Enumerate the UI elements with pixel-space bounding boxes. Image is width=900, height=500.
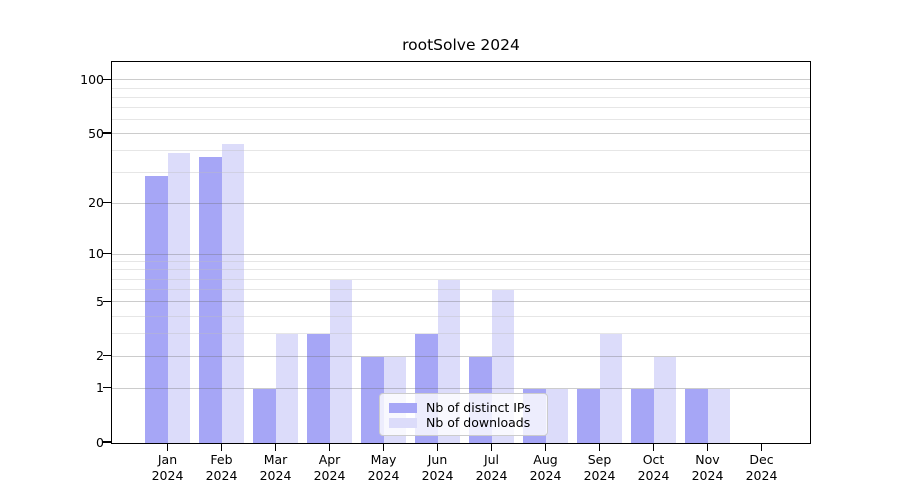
bar-nb-of-downloads-apr xyxy=(329,279,352,443)
y-axis-tick xyxy=(103,252,111,255)
y-axis-label: 2 xyxy=(96,348,104,364)
x-axis-tick xyxy=(490,443,493,451)
x-axis-label-may: May 2024 xyxy=(367,452,400,483)
x-axis-label-apr: Apr 2024 xyxy=(313,452,346,483)
bar-nb-of-downloads-jan xyxy=(167,153,190,443)
y-axis-tick xyxy=(103,300,111,302)
minor-gridline xyxy=(112,118,810,120)
plot-area: 100 50 20 10 5 2 1 0 Jan 2024 Feb 2024 Mar 2024 Apr… xyxy=(80,61,811,483)
bar-nb-of-distinct-ips-jan xyxy=(145,175,168,443)
y-axis-tick xyxy=(103,78,111,81)
major-gridline xyxy=(112,387,810,389)
y-axis-label: 100 xyxy=(80,71,104,87)
bar-nb-of-downloads-nov xyxy=(707,388,730,443)
y-axis-tick xyxy=(103,354,111,357)
x-axis-tick xyxy=(652,443,655,451)
minor-gridline xyxy=(112,289,810,291)
bar-nb-of-distinct-ips-nov xyxy=(685,388,708,443)
y-axis-tick xyxy=(103,441,111,443)
bar-nb-of-distinct-ips-apr xyxy=(307,334,330,443)
bar-nb-of-downloads-oct xyxy=(653,356,676,443)
major-gridline xyxy=(112,301,810,303)
legend-label-distinct-ips: Nb of distinct IPs xyxy=(426,400,531,415)
x-axis-label-dec: Dec 2024 xyxy=(745,452,778,483)
bar-nb-of-downloads-feb xyxy=(221,143,244,443)
chart-title: rootSolve 2024 xyxy=(402,36,520,54)
y-axis-label: 5 xyxy=(96,293,104,309)
x-axis-tick xyxy=(382,443,385,451)
minor-gridline xyxy=(112,278,810,280)
x-axis-label-mar: Mar 2024 xyxy=(259,452,292,483)
bar-nb-of-distinct-ips-sep xyxy=(577,388,600,443)
x-axis-tick xyxy=(598,443,601,451)
legend-row-downloads: Nb of downloads xyxy=(389,415,538,430)
y-axis-label: 1 xyxy=(96,380,104,396)
y-axis-tick xyxy=(103,386,111,389)
major-gridline xyxy=(112,355,810,357)
x-axis-tick xyxy=(760,443,763,451)
x-axis-label-aug: Aug 2024 xyxy=(529,452,562,483)
minor-gridline xyxy=(112,87,810,89)
y-axis-label: 0 xyxy=(96,434,104,450)
x-axis-label-oct: Oct 2024 xyxy=(637,452,670,483)
x-axis-tick xyxy=(166,443,169,451)
x-axis-tick xyxy=(328,443,331,451)
y-axis-label: 20 xyxy=(88,195,104,211)
y-axis-tick xyxy=(103,132,111,134)
y-axis-label: 10 xyxy=(88,246,104,262)
x-axis-tick xyxy=(544,443,547,451)
minor-gridline xyxy=(112,150,810,152)
bar-nb-of-downloads-aug xyxy=(545,388,568,443)
bar-nb-of-downloads-sep xyxy=(599,334,622,443)
y-axis-tick xyxy=(103,202,111,204)
x-axis-tick xyxy=(706,443,709,451)
bar-nb-of-distinct-ips-oct xyxy=(631,388,654,443)
minor-gridline xyxy=(112,107,810,109)
bar-nb-of-distinct-ips-mar xyxy=(253,388,276,443)
major-gridline xyxy=(112,202,810,204)
minor-gridline xyxy=(112,333,810,335)
legend-swatch-distinct-ips xyxy=(389,402,417,413)
x-axis-label-feb: Feb 2024 xyxy=(205,452,238,483)
major-gridline xyxy=(112,133,810,135)
legend-swatch-downloads xyxy=(389,417,417,428)
x-axis-label-jan: Jan 2024 xyxy=(151,452,184,483)
y-axis-label: 50 xyxy=(88,125,104,141)
bar-nb-of-distinct-ips-may xyxy=(361,356,384,443)
x-axis-label-nov: Nov 2024 xyxy=(691,452,724,483)
bar-nb-of-distinct-ips-feb xyxy=(199,157,222,443)
legend: Nb of distinct IPs Nb of downloads xyxy=(379,393,548,436)
minor-gridline xyxy=(112,315,810,317)
legend-row-distinct-ips: Nb of distinct IPs xyxy=(389,400,538,415)
legend-label-downloads: Nb of downloads xyxy=(426,415,531,430)
major-gridline xyxy=(112,79,810,81)
minor-gridline xyxy=(112,172,810,174)
x-axis-label-jun: Jun 2024 xyxy=(421,452,454,483)
x-axis-label-sep: Sep 2024 xyxy=(583,452,616,483)
minor-gridline xyxy=(112,261,810,263)
minor-gridline xyxy=(112,269,810,271)
x-axis-tick xyxy=(436,443,439,451)
major-gridline xyxy=(112,253,810,255)
bar-nb-of-downloads-mar xyxy=(275,334,298,443)
minor-gridline xyxy=(112,96,810,98)
plot-canvas: 100 50 20 10 5 2 1 0 Jan 2024 Feb 2024 Mar 2024 Apr… xyxy=(80,62,810,483)
x-axis-tick xyxy=(274,443,277,451)
x-axis-tick xyxy=(220,443,223,451)
x-axis-label-jul: Jul 2024 xyxy=(475,452,508,483)
